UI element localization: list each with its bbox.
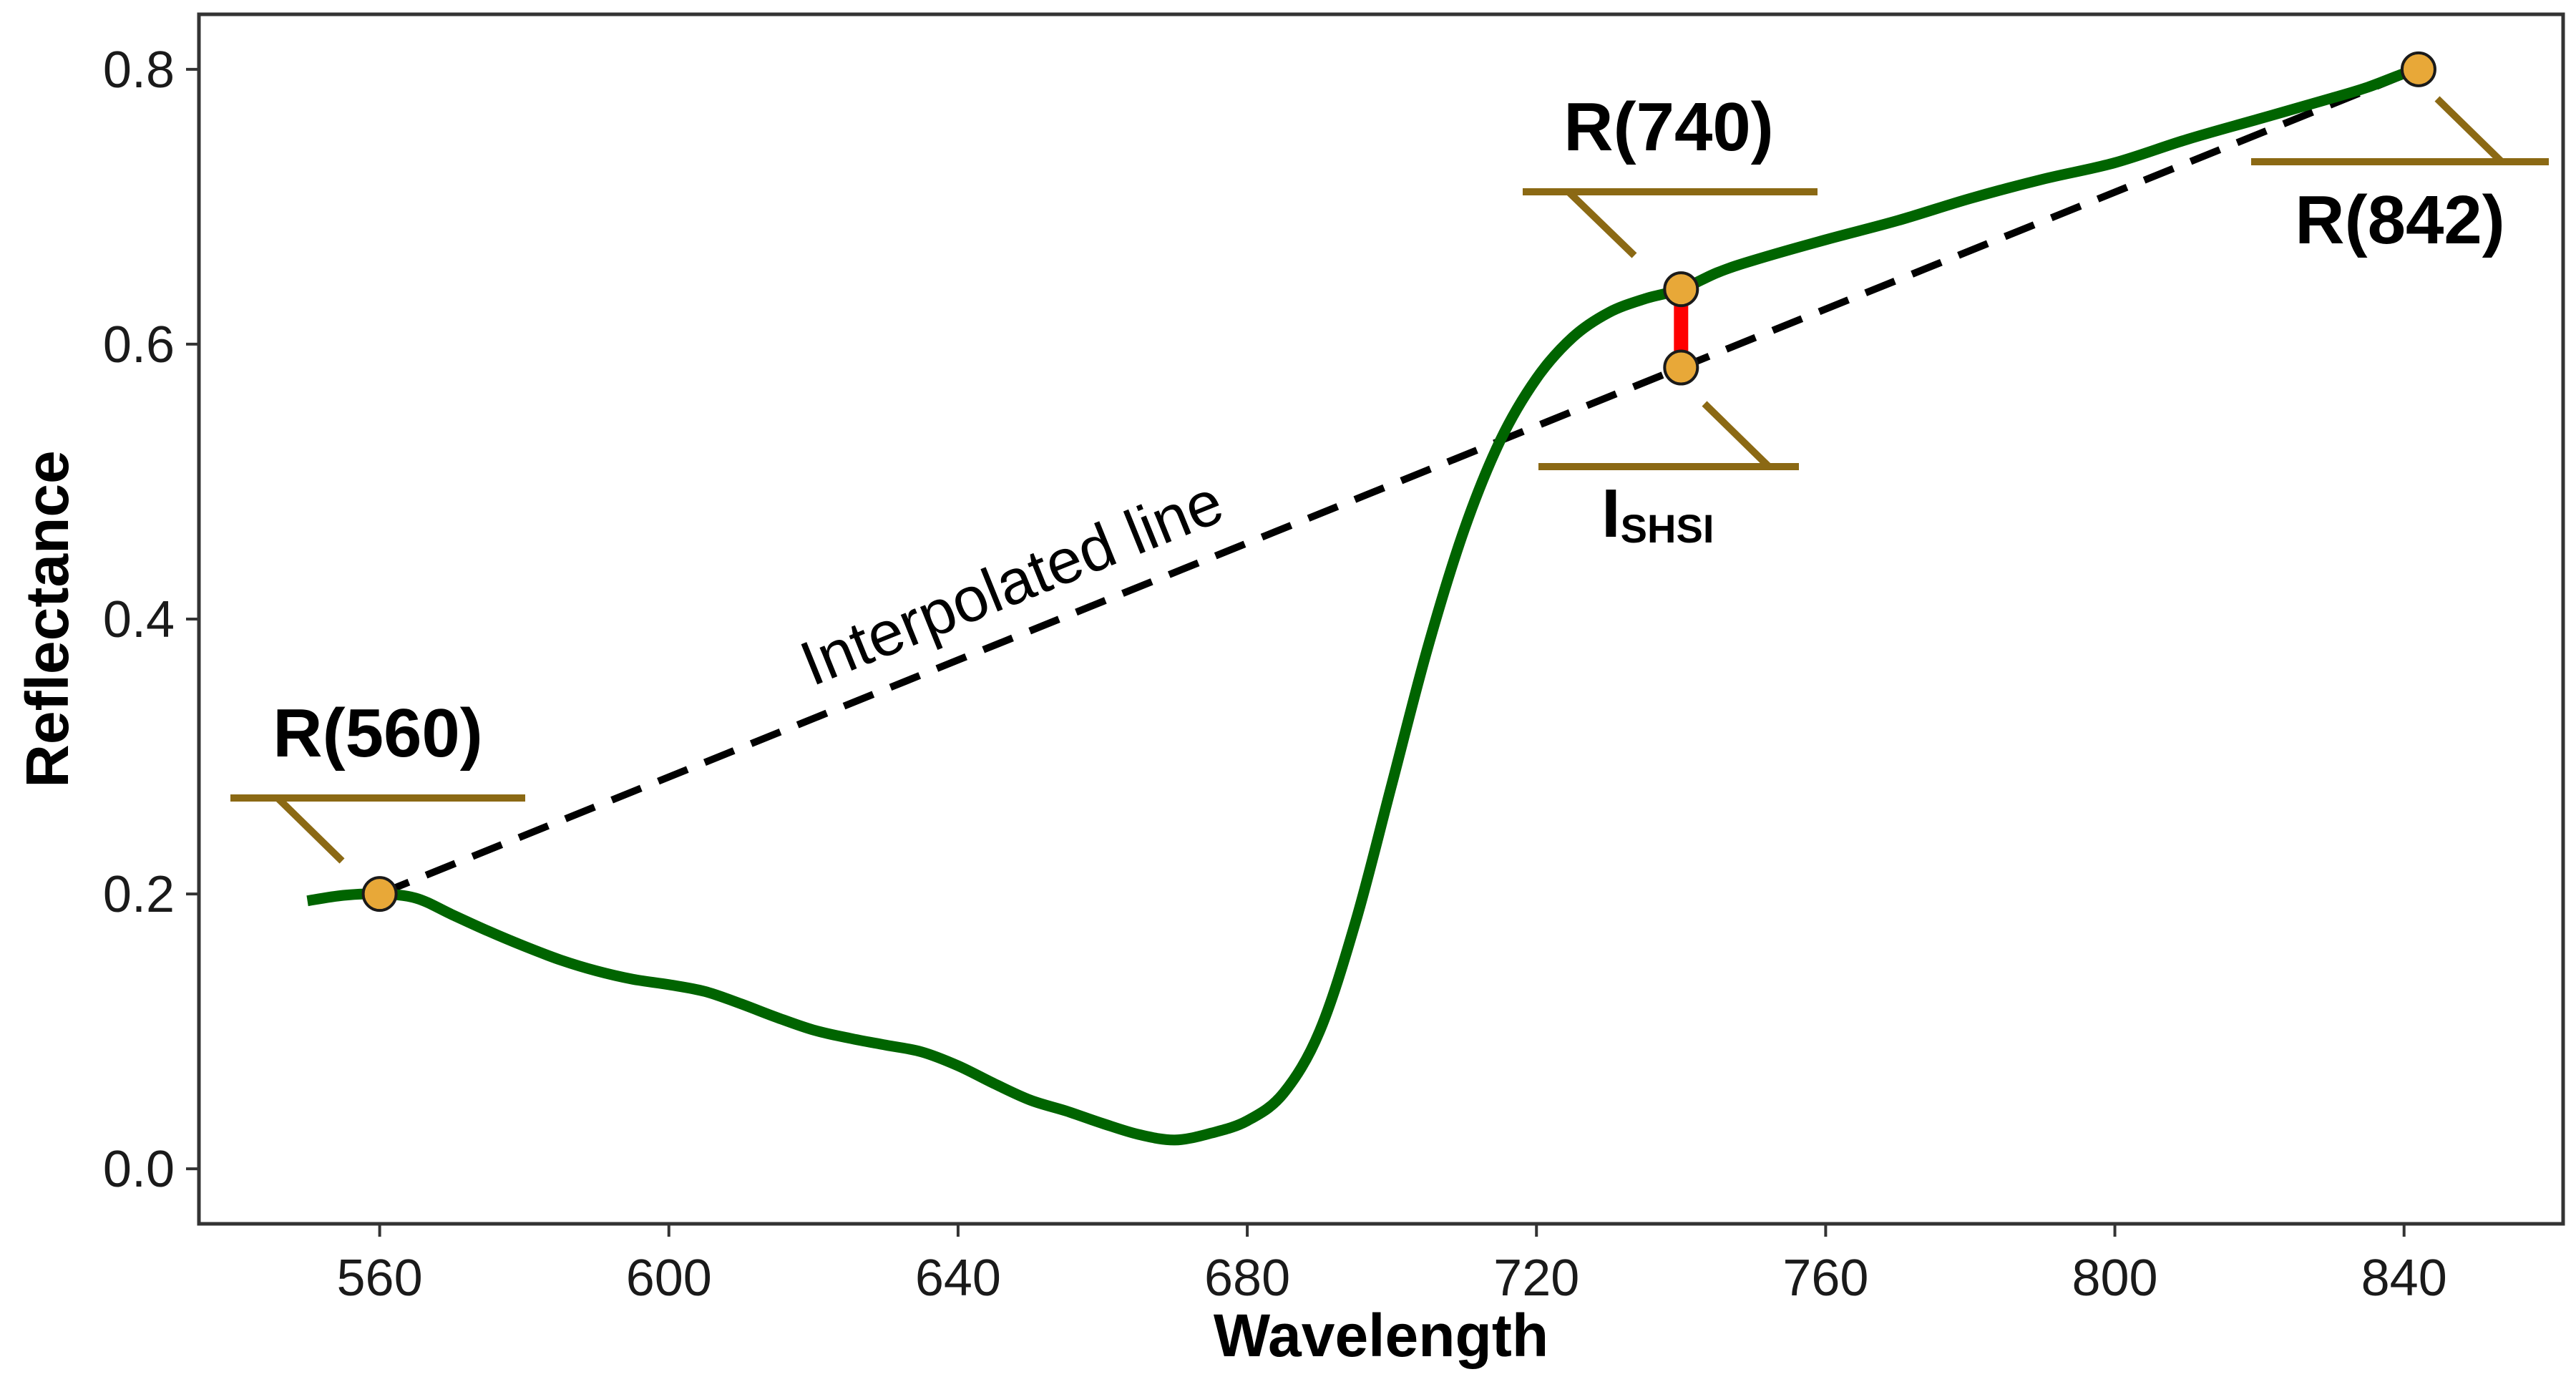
- y-tick-label: 0.4: [103, 591, 175, 648]
- point-markers: [361, 51, 2436, 912]
- x-axis-title: Wavelength: [1214, 1302, 1548, 1369]
- y-tick-label: 0.6: [103, 316, 175, 374]
- point-marker: [361, 876, 398, 912]
- x-tick-label: 560: [337, 1250, 423, 1307]
- shsi-label: ISHSI: [1601, 475, 1714, 552]
- annotation-leaders: [230, 96, 2549, 864]
- annotation-leader-line: [1702, 401, 1772, 469]
- y-tick-label: 0.0: [103, 1141, 175, 1198]
- x-tick-label: 720: [1493, 1250, 1579, 1307]
- reflectance-curve: [306, 64, 2421, 1146]
- annotation-leader-line: [2434, 96, 2504, 165]
- x-tick-label: 640: [915, 1250, 1001, 1307]
- y-tick-label: 0.2: [103, 866, 175, 923]
- x-tick-label: 760: [1782, 1250, 1868, 1307]
- x-tick-label: 680: [1204, 1250, 1290, 1307]
- annotation-label: R(740): [1563, 89, 1773, 165]
- point-marker: [1663, 271, 1699, 308]
- axis-ticks: 560 600 640 680 720 760 800 840 0.0 0.2 0.4 0.6 0.8: [103, 42, 2447, 1307]
- annotation-label: R(842): [2295, 182, 2504, 258]
- annotation-leader-line: [275, 795, 345, 864]
- x-tick-label: 840: [2361, 1250, 2447, 1307]
- shsi-label-subscript: SHSI: [1621, 506, 1714, 551]
- x-tick-label: 800: [2072, 1250, 2157, 1307]
- point-marker: [1663, 349, 1699, 386]
- plot-panel-border: [197, 12, 2565, 1226]
- annotation-label: R(560): [273, 695, 482, 772]
- interpolated-line: [378, 66, 2420, 897]
- y-tick-label: 0.8: [103, 42, 175, 99]
- annotation-leader-line: [1566, 189, 1637, 258]
- x-tick-label: 600: [626, 1250, 712, 1307]
- y-axis-title: Reflectance: [14, 450, 81, 788]
- shsi-label-main: I: [1601, 475, 1621, 552]
- point-marker: [2400, 51, 2436, 87]
